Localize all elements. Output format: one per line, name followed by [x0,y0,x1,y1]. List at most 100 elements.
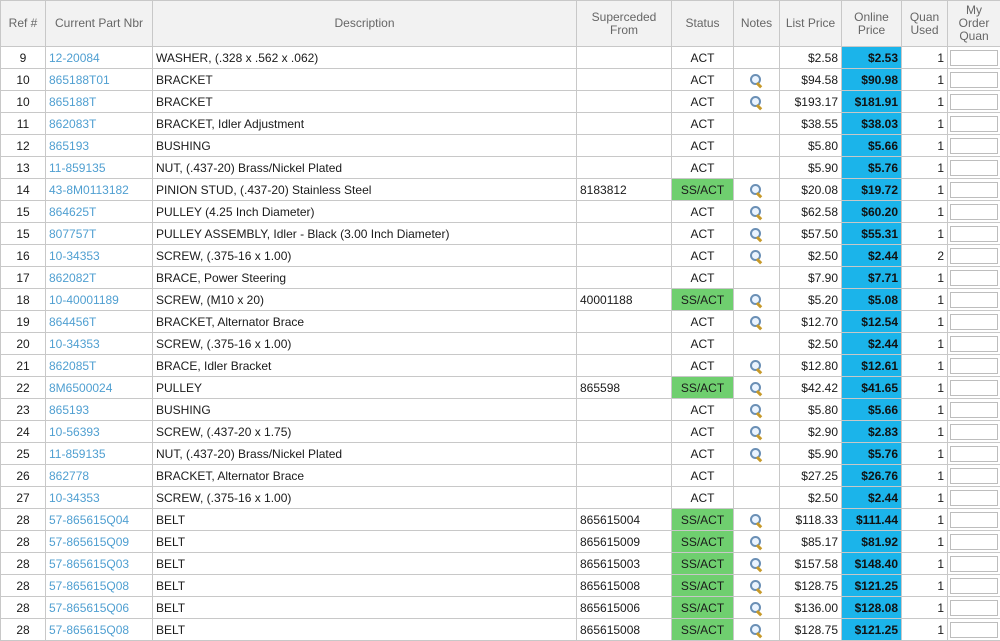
order-quantity-input[interactable] [950,116,998,132]
order-quantity-input[interactable] [950,468,998,484]
order-quantity-input[interactable] [950,446,998,462]
part-number-link[interactable]: 12-20084 [46,47,153,69]
order-quantity-input[interactable] [950,270,998,286]
superseded-from: 40001188 [577,289,672,311]
magnifier-icon[interactable] [750,536,763,549]
magnifier-icon[interactable] [750,316,763,329]
order-quantity-input[interactable] [950,622,998,638]
part-number-link[interactable]: 11-859135 [46,443,153,465]
order-quantity-input[interactable] [950,424,998,440]
part-number-link[interactable]: 10-34353 [46,333,153,355]
online-price: $181.91 [842,91,902,113]
part-number-link[interactable]: 862083T [46,113,153,135]
description: BUSHING [153,399,577,421]
magnifier-icon[interactable] [750,426,763,439]
part-number-link[interactable]: 8M6500024 [46,377,153,399]
magnifier-icon[interactable] [750,294,763,307]
part-number-link[interactable]: 10-40001189 [46,289,153,311]
part-number-link[interactable]: 865193 [46,399,153,421]
list-price: $2.50 [780,487,842,509]
col-header-status[interactable]: Status [672,1,734,47]
part-number-link[interactable]: 57-865615Q03 [46,553,153,575]
order-quantity-input[interactable] [950,556,998,572]
part-number-link[interactable]: 807757T [46,223,153,245]
order-quantity-input[interactable] [950,358,998,374]
order-quantity-input[interactable] [950,204,998,220]
order-quantity-input[interactable] [950,160,998,176]
part-number-link[interactable]: 43-8M0113182 [46,179,153,201]
col-header-online-price[interactable]: Online Price [842,1,902,47]
list-price: $57.50 [780,223,842,245]
status-badge: ACT [672,421,734,443]
part-number-link[interactable]: 862082T [46,267,153,289]
superseded-from [577,443,672,465]
magnifier-icon[interactable] [750,382,763,395]
ref-number: 15 [1,223,46,245]
part-number-link[interactable]: 57-865615Q08 [46,619,153,641]
quantity-used: 1 [902,619,948,641]
part-number-link[interactable]: 864456T [46,311,153,333]
ref-number: 19 [1,311,46,333]
order-quantity-input[interactable] [950,314,998,330]
order-quantity-input[interactable] [950,72,998,88]
magnifier-icon[interactable] [750,184,763,197]
order-quantity-input[interactable] [950,226,998,242]
order-quantity-input[interactable] [950,138,998,154]
magnifier-icon[interactable] [750,448,763,461]
magnifier-icon[interactable] [750,602,763,615]
notes-cell [734,267,780,289]
order-quantity-input[interactable] [950,402,998,418]
col-header-ref[interactable]: Ref # [1,1,46,47]
part-number-link[interactable]: 865188T [46,91,153,113]
order-quantity-input[interactable] [950,336,998,352]
order-quantity-input[interactable] [950,94,998,110]
order-quantity-input[interactable] [950,490,998,506]
order-quantity-input[interactable] [950,534,998,550]
magnifier-icon[interactable] [750,96,763,109]
order-quantity-input[interactable] [950,50,998,66]
order-quantity-input[interactable] [950,380,998,396]
status-badge: ACT [672,157,734,179]
part-number-link[interactable]: 11-859135 [46,157,153,179]
magnifier-icon[interactable] [750,404,763,417]
part-number-link[interactable]: 862085T [46,355,153,377]
magnifier-icon[interactable] [750,580,763,593]
part-number-link[interactable]: 57-865615Q06 [46,597,153,619]
ref-number: 14 [1,179,46,201]
col-header-list-price[interactable]: List Price [780,1,842,47]
order-quantity-input[interactable] [950,248,998,264]
magnifier-icon[interactable] [750,558,763,571]
notes-cell [734,465,780,487]
description: SCREW, (.375-16 x 1.00) [153,333,577,355]
magnifier-icon[interactable] [750,206,763,219]
part-number-link[interactable]: 864625T [46,201,153,223]
magnifier-icon[interactable] [750,624,763,637]
part-number-link[interactable]: 57-865615Q09 [46,531,153,553]
order-quantity-input[interactable] [950,292,998,308]
part-number-link[interactable]: 862778 [46,465,153,487]
part-number-link[interactable]: 10-34353 [46,245,153,267]
magnifier-icon[interactable] [750,228,763,241]
notes-cell [734,509,780,531]
order-quantity-input[interactable] [950,600,998,616]
magnifier-icon[interactable] [750,250,763,263]
ref-number: 17 [1,267,46,289]
col-header-quan-used[interactable]: Quan Used [902,1,948,47]
order-quantity-input[interactable] [950,182,998,198]
order-quantity-input[interactable] [950,512,998,528]
part-number-link[interactable]: 57-865615Q08 [46,575,153,597]
magnifier-icon[interactable] [750,74,763,87]
col-header-part[interactable]: Current Part Nbr [46,1,153,47]
col-header-superseded[interactable]: Superceded From [577,1,672,47]
part-number-link[interactable]: 865193 [46,135,153,157]
magnifier-icon[interactable] [750,514,763,527]
col-header-description[interactable]: Description [153,1,577,47]
part-number-link[interactable]: 57-865615Q04 [46,509,153,531]
description: BELT [153,531,577,553]
magnifier-icon[interactable] [750,360,763,373]
part-number-link[interactable]: 10-34353 [46,487,153,509]
part-number-link[interactable]: 10-56393 [46,421,153,443]
part-number-link[interactable]: 865188T01 [46,69,153,91]
order-quantity-input[interactable] [950,578,998,594]
